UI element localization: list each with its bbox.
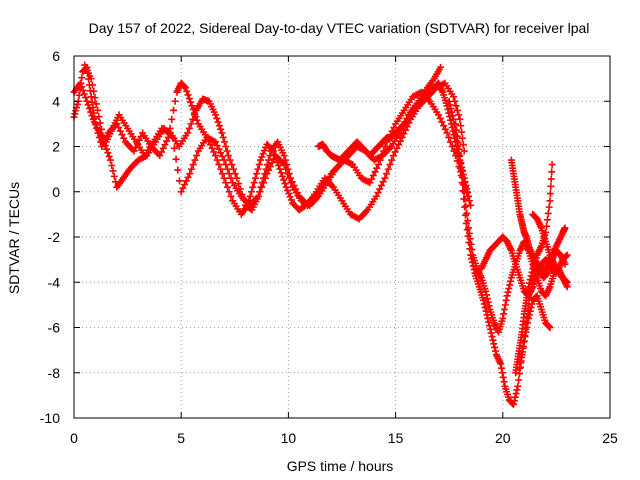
series-track-9: [512, 161, 556, 377]
x-tick-label: 20: [495, 430, 511, 446]
data-points: [70, 61, 571, 408]
series-track-10: [529, 210, 571, 286]
y-tick-label: 2: [52, 139, 60, 155]
series-track-11: [516, 292, 554, 372]
y-tick-label: -4: [48, 274, 61, 290]
data-point-markers: [516, 292, 554, 372]
y-axis-label: SDTVAR / TECUs: [6, 182, 22, 294]
y-tick-label: -8: [48, 365, 61, 381]
x-axis-label: GPS time / hours: [287, 458, 394, 474]
series-track-6: [452, 120, 571, 336]
y-tick-label: 6: [52, 48, 60, 64]
x-tick-label: 25: [602, 430, 618, 446]
series-track-3: [81, 61, 475, 209]
data-point-markers: [529, 210, 571, 286]
y-tick-label: -2: [48, 229, 61, 245]
chart-title: Day 157 of 2022, Sidereal Day-to-day VTE…: [89, 20, 590, 36]
x-tick-label: 15: [388, 430, 404, 446]
x-tick-label: 0: [70, 430, 78, 446]
y-tick-label: -6: [48, 320, 61, 336]
x-tick-label: 5: [177, 430, 185, 446]
y-tick-label: 4: [52, 93, 60, 109]
data-point-markers: [314, 79, 472, 200]
data-point-markers: [452, 120, 571, 336]
x-tick-label: 10: [281, 430, 297, 446]
axis-ticks: 0 5 10 15 20 25 -10 -8 -6 -4 -2 0 2 4 6: [40, 48, 618, 446]
series-track-4: [314, 79, 472, 200]
data-point-markers: [81, 61, 475, 209]
y-tick-label: -10: [40, 410, 60, 426]
y-tick-label: 0: [52, 184, 60, 200]
data-point-markers: [512, 161, 556, 377]
